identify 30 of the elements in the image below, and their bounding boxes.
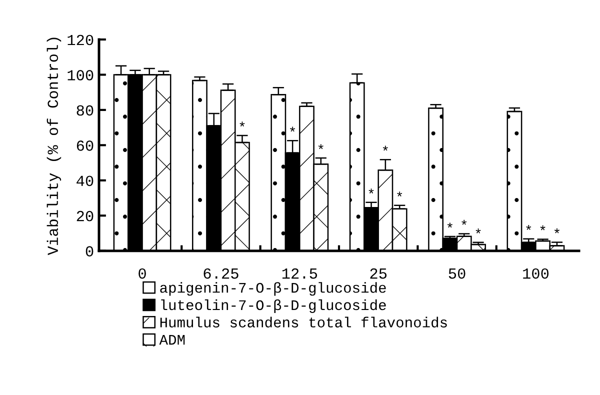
x-tick-label: 100 (523, 268, 549, 279)
y-tick-label: 60 (76, 140, 94, 151)
data-label: * (526, 225, 532, 230)
data-label: * (382, 146, 388, 151)
data-label: * (540, 225, 546, 230)
y-tick-label: 0 (86, 246, 94, 257)
y-tick-label: 100 (68, 70, 94, 80)
y-tick-label: 20 (76, 210, 94, 222)
x-tick-label: 25 (370, 268, 387, 279)
x-tick-label: 0 (138, 268, 146, 279)
data-label: * (462, 220, 467, 225)
data-label: * (476, 228, 481, 234)
data-label: * (554, 228, 560, 234)
data-label: * (290, 126, 296, 132)
x-tick-label: 12.5 (282, 268, 318, 279)
x-tick-label: 50 (448, 268, 466, 279)
data-label: * (368, 188, 374, 194)
legend-label: ADM (159, 335, 185, 345)
data-label: * (240, 122, 245, 127)
legend-label: luteolin-7-O-β-D-glucoside (161, 299, 386, 314)
legend-label: Humulus scandens total flavonoids (160, 316, 447, 328)
x-tick-label: 6.25 (204, 268, 238, 279)
data-label: * (397, 192, 402, 196)
y-tick-label: 120 (68, 34, 94, 46)
y-tick-label: 80 (76, 105, 94, 116)
y-axis-title: Viability (% of Control) (46, 38, 62, 256)
y-tick-label: 40 (76, 176, 94, 186)
data-label: * (447, 222, 452, 228)
legend-label: apigenin-7-O-β-D-glucoside (160, 282, 386, 296)
data-label: * (318, 144, 324, 150)
